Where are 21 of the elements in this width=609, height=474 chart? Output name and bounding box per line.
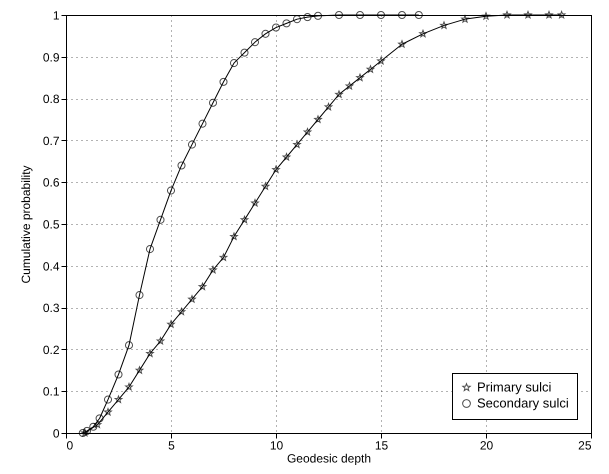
x-tick-label: 0 (66, 438, 74, 452)
y-tick-label: 0.6 (42, 176, 60, 190)
legend-label: Secondary sulci (477, 396, 569, 410)
x-tick-label: 10 (270, 438, 284, 452)
x-tick-label: 25 (578, 438, 592, 452)
y-tick-label: 0.7 (42, 134, 60, 148)
y-tick-label: 0 (52, 426, 60, 440)
y-tick-label: 1 (52, 8, 60, 22)
x-tick-label: 5 (168, 438, 176, 452)
legend-label: Primary sulci (477, 380, 552, 394)
y-tick-label: 0.5 (42, 218, 60, 232)
x-tick-label: 20 (480, 438, 494, 452)
y-tick-label: 0.2 (42, 342, 60, 357)
y-tick-label: 0.8 (42, 92, 60, 106)
y-tick-label: 0.1 (42, 384, 60, 399)
y-tick-label: 0.9 (42, 50, 60, 64)
y-tick-label: 0.3 (42, 301, 60, 316)
x-tick-label: 15 (374, 438, 388, 452)
x-axis-title: Geodesic depth (286, 452, 372, 466)
y-tick-label: 0.4 (42, 259, 60, 274)
y-axis-title: Cumulative probability (18, 165, 33, 284)
